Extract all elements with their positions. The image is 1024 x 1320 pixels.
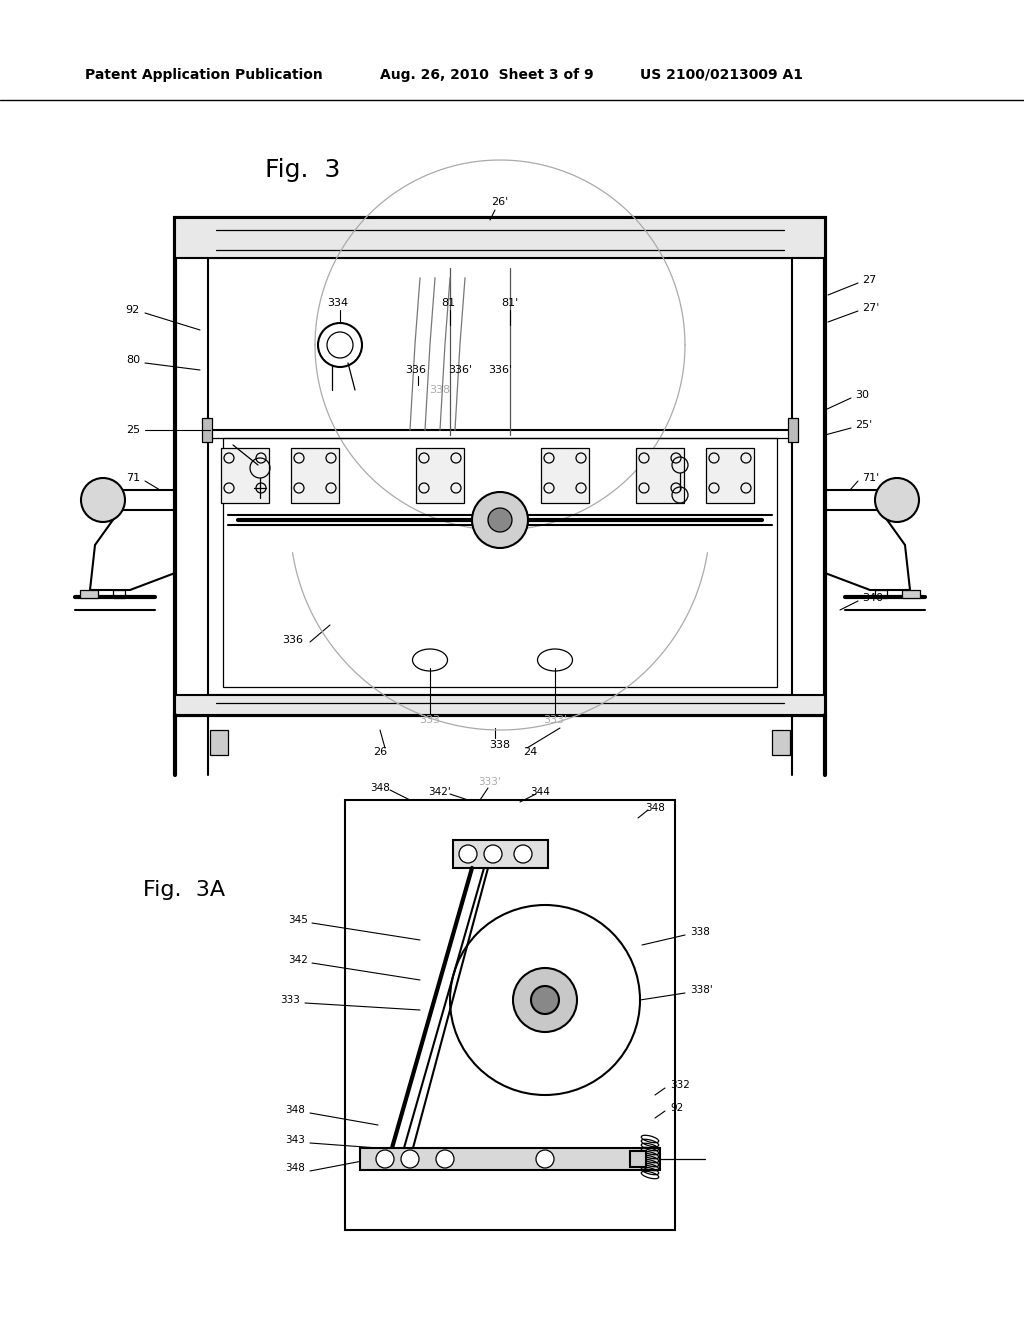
- Text: 348: 348: [370, 783, 390, 793]
- Text: 345: 345: [288, 915, 308, 925]
- Text: 81': 81': [502, 298, 518, 308]
- Text: 27': 27': [862, 304, 880, 313]
- Text: 336: 336: [406, 366, 427, 375]
- Text: 348: 348: [285, 1163, 305, 1173]
- Text: 25: 25: [126, 425, 140, 436]
- Bar: [223, 438, 777, 686]
- Bar: [202, 418, 212, 442]
- Bar: [360, 1148, 660, 1170]
- Bar: [453, 840, 548, 869]
- Text: 333: 333: [420, 715, 440, 725]
- Text: 333: 333: [281, 995, 300, 1005]
- Text: 71: 71: [126, 473, 140, 483]
- Text: 342': 342': [429, 787, 452, 797]
- Bar: [80, 590, 98, 598]
- Text: 26: 26: [373, 747, 387, 756]
- Bar: [416, 447, 464, 503]
- Text: 338: 338: [429, 385, 451, 395]
- Text: 342: 342: [288, 954, 308, 965]
- Circle shape: [436, 1150, 454, 1168]
- Circle shape: [484, 845, 502, 863]
- Text: 333': 333': [543, 715, 567, 725]
- Text: 332: 332: [670, 1080, 690, 1090]
- Bar: [175, 696, 825, 715]
- Text: 92: 92: [126, 305, 140, 315]
- Text: 92: 92: [670, 1104, 683, 1113]
- Bar: [902, 590, 920, 598]
- Bar: [221, 447, 269, 503]
- Bar: [772, 730, 790, 755]
- Text: 26': 26': [492, 197, 509, 207]
- Bar: [291, 447, 339, 503]
- Text: 338': 338': [690, 985, 713, 995]
- Circle shape: [874, 478, 919, 521]
- Bar: [541, 447, 589, 503]
- Text: Patent Application Publication: Patent Application Publication: [85, 69, 323, 82]
- Text: 340: 340: [862, 593, 883, 603]
- Text: 336: 336: [283, 635, 303, 645]
- Bar: [636, 447, 684, 503]
- Text: 338: 338: [489, 741, 511, 750]
- Text: 27: 27: [862, 275, 877, 285]
- Text: 25': 25': [855, 420, 872, 430]
- Text: Fig.  3A: Fig. 3A: [143, 880, 225, 900]
- Bar: [113, 590, 125, 598]
- Text: 343: 343: [285, 1135, 305, 1144]
- Text: Fig.  3: Fig. 3: [265, 158, 340, 182]
- Circle shape: [513, 968, 577, 1032]
- Circle shape: [531, 986, 559, 1014]
- Circle shape: [514, 845, 532, 863]
- Bar: [630, 1151, 646, 1167]
- Circle shape: [472, 492, 528, 548]
- Bar: [175, 218, 825, 257]
- Circle shape: [376, 1150, 394, 1168]
- Bar: [208, 257, 792, 696]
- Bar: [706, 447, 754, 503]
- Text: 338: 338: [690, 927, 710, 937]
- Text: 333': 333': [478, 777, 502, 787]
- Circle shape: [488, 508, 512, 532]
- Text: 334: 334: [328, 298, 348, 308]
- Bar: [788, 418, 798, 442]
- Text: 71': 71': [862, 473, 880, 483]
- Text: 348: 348: [285, 1105, 305, 1115]
- Text: 30: 30: [855, 389, 869, 400]
- Bar: [210, 730, 228, 755]
- Text: Aug. 26, 2010  Sheet 3 of 9: Aug. 26, 2010 Sheet 3 of 9: [380, 69, 594, 82]
- Text: 336': 336': [488, 366, 512, 375]
- Text: US 2100/0213009 A1: US 2100/0213009 A1: [640, 69, 803, 82]
- Text: 344: 344: [530, 787, 550, 797]
- Circle shape: [401, 1150, 419, 1168]
- Text: 336': 336': [447, 366, 472, 375]
- Circle shape: [459, 845, 477, 863]
- Bar: [345, 800, 675, 1230]
- Circle shape: [81, 478, 125, 521]
- Bar: [175, 218, 825, 715]
- Text: 80: 80: [126, 355, 140, 366]
- Text: 348: 348: [645, 803, 665, 813]
- Bar: [874, 590, 887, 598]
- Text: 24: 24: [523, 747, 538, 756]
- Text: 81: 81: [441, 298, 455, 308]
- Circle shape: [536, 1150, 554, 1168]
